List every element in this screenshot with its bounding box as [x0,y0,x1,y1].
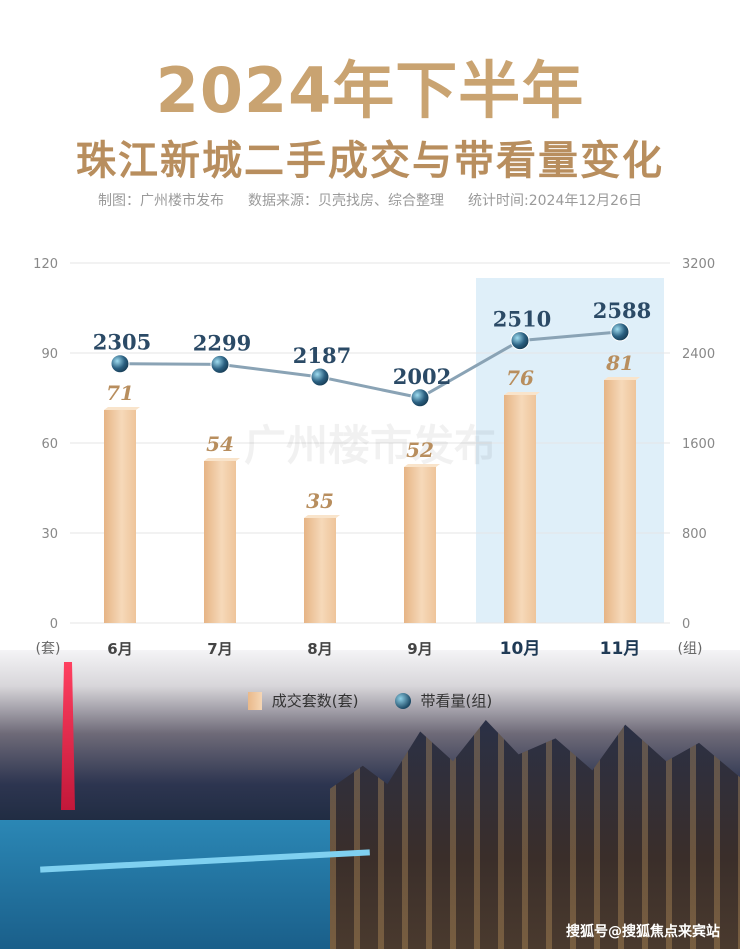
line-point [410,388,430,408]
y-right-unit: (组) [678,641,703,657]
line-value-label: 2002 [393,364,451,389]
x-tick-label: 9月 [407,640,432,658]
x-tick-label: 10月 [500,639,541,659]
line-point [310,367,330,387]
legend-bar-label: 成交套数(套) [271,692,359,710]
page-title: 2024年下半年 [155,54,585,127]
meta-info: 制图：广州楼市发布 数据来源：贝壳找房、综合整理 统计时间:2024年12月26… [0,190,740,210]
y-left-tick: 60 [41,437,58,452]
bar-value-label: 71 [106,381,134,405]
legend-item-line: 带看量(组) [394,690,493,711]
bar-value-label: 76 [506,366,534,390]
legend-line-swatch [394,692,411,709]
x-tick-label: 6月 [107,640,132,658]
y-right-tick: 0 [682,617,690,632]
bar-value-label: 52 [406,438,434,462]
bar-top [104,407,140,410]
line-series [119,330,621,400]
header: 2024年下半年 珠江新城二手成交与带看量变化 制图：广州楼市发布 数据来源：贝… [0,0,740,230]
bar-value-label: 54 [206,432,234,456]
y-right-tick: 2400 [682,347,715,362]
y-right-tick: 1600 [682,437,715,452]
bar-value-label: 35 [306,489,334,513]
y-right-tick: 3200 [682,257,715,272]
bar [404,467,436,623]
bar [504,395,536,623]
bar-top [504,392,540,395]
line-value-label: 2305 [93,330,151,355]
page-subtitle: 珠江新城二手成交与带看量变化 [76,138,664,184]
y-left-tick: 120 [33,257,58,272]
bar [604,380,636,623]
y-left-unit: (套) [36,641,61,657]
meta-maker: 制图：广州楼市发布 [98,193,224,209]
bar [104,410,136,623]
meta-date: 统计时间:2024年12月26日 [468,193,642,209]
legend-item-bar: 成交套数(套) [247,690,359,711]
line-value-label: 2510 [493,307,551,332]
combo-chart: 0 0 30 800 60 1600 90 2400 120 3200 广州楼市发布 (套) (组) 71… [33,257,715,659]
bar-top [304,515,340,518]
line-value-label: 2299 [193,330,251,355]
x-tick-label: 7月 [207,640,232,658]
line-value-label: 2588 [593,298,651,323]
chart-watermark: 广州楼市发布 [244,421,496,470]
canton-tower [61,662,75,810]
y-left-tick: 0 [50,617,58,632]
bar-top [604,377,640,380]
y-left-tick: 90 [41,347,58,362]
x-tick-label: 8月 [307,640,332,658]
y-right-tick: 800 [682,527,707,542]
x-tick-label: 11月 [600,639,641,659]
meta-source: 数据来源：贝壳找房、综合整理 [248,193,444,209]
line-point [110,354,130,374]
bar [204,461,236,623]
legend-bar-swatch [247,691,262,710]
line-point [210,354,230,374]
bar [304,518,336,623]
y-left-tick: 30 [41,527,58,542]
line-point [610,322,630,342]
bar-value-label: 81 [605,351,634,375]
footer-watermark: 搜狐号@搜狐焦点来宾站 [566,924,720,940]
legend-line-label: 带看量(组) [420,692,493,710]
bar-top [204,458,240,461]
line-value-label: 2187 [293,343,351,368]
legend: 成交套数(套) 带看量(组) [0,690,740,711]
line-point [510,331,530,351]
bar-top [404,464,440,467]
